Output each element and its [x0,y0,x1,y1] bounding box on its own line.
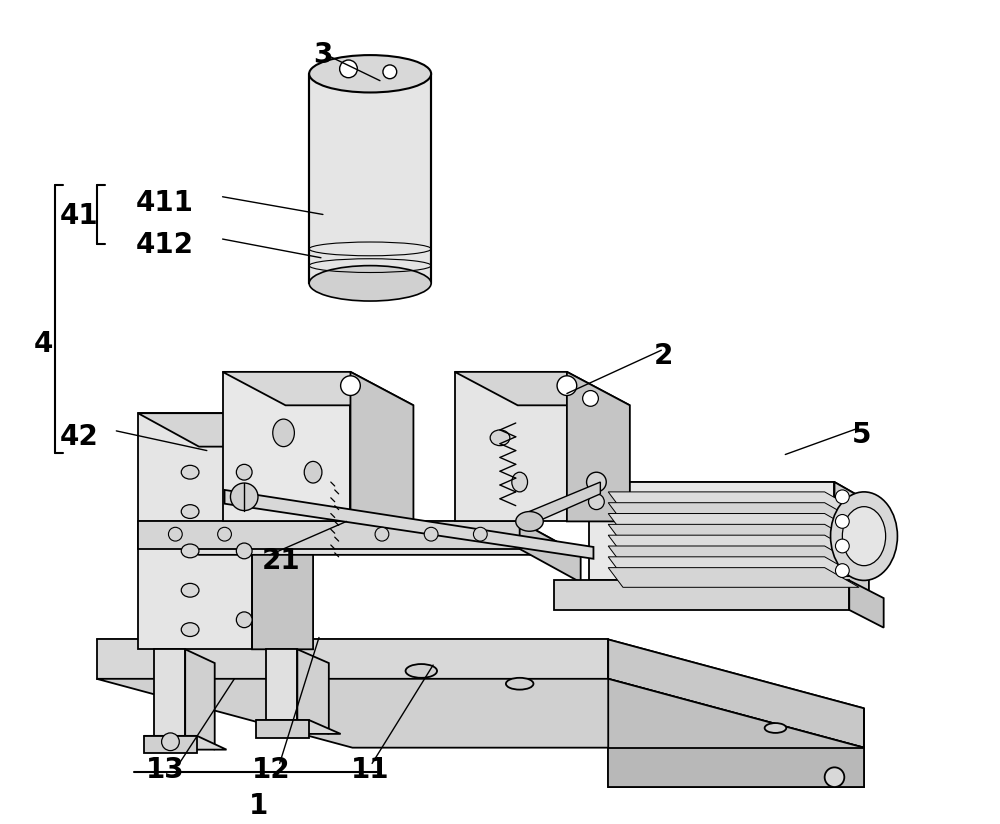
Polygon shape [608,747,864,787]
Text: 21: 21 [262,547,301,575]
Polygon shape [608,503,859,522]
Polygon shape [144,736,197,752]
Circle shape [375,527,389,541]
Polygon shape [608,557,859,577]
Polygon shape [455,372,630,405]
Text: 5: 5 [852,421,872,449]
Text: 2: 2 [653,342,673,370]
Circle shape [341,376,360,396]
Polygon shape [138,413,313,447]
Polygon shape [554,580,849,610]
Circle shape [589,494,604,509]
Polygon shape [455,372,567,522]
Ellipse shape [765,723,786,733]
Circle shape [835,564,849,578]
Text: 11: 11 [350,756,389,784]
Text: 1: 1 [249,792,268,820]
Ellipse shape [831,492,897,580]
Circle shape [557,376,577,396]
Text: 13: 13 [146,756,184,784]
Polygon shape [309,74,431,283]
Polygon shape [608,535,859,555]
Text: 41: 41 [59,202,98,230]
Polygon shape [608,568,859,588]
Polygon shape [608,513,859,533]
Polygon shape [608,679,864,787]
Ellipse shape [490,430,510,446]
Ellipse shape [181,623,199,636]
Circle shape [587,472,606,492]
Text: 4: 4 [34,330,53,358]
Text: 42: 42 [59,423,98,451]
Circle shape [340,60,357,77]
Polygon shape [223,372,350,522]
Ellipse shape [181,583,199,597]
Circle shape [473,527,487,541]
Polygon shape [256,720,309,737]
Polygon shape [297,649,329,734]
Polygon shape [608,639,864,747]
Circle shape [162,733,179,751]
Polygon shape [849,580,884,628]
Ellipse shape [506,678,533,690]
Polygon shape [97,639,864,709]
Text: 3: 3 [313,41,332,69]
Ellipse shape [309,55,431,92]
Circle shape [835,539,849,553]
Polygon shape [225,490,593,559]
Circle shape [835,514,849,528]
Circle shape [383,65,397,79]
Polygon shape [138,522,520,549]
Circle shape [583,391,598,406]
Polygon shape [608,546,859,565]
Polygon shape [589,482,834,580]
Polygon shape [144,736,227,750]
Polygon shape [252,413,313,649]
Polygon shape [185,649,215,750]
Polygon shape [567,372,630,522]
Circle shape [168,527,182,541]
Circle shape [835,490,849,503]
Polygon shape [97,679,864,747]
Polygon shape [608,524,859,544]
Polygon shape [520,482,600,529]
Ellipse shape [309,265,431,301]
Ellipse shape [516,512,543,531]
Polygon shape [608,492,859,512]
Text: 412: 412 [136,232,194,260]
Polygon shape [350,372,413,522]
Polygon shape [266,649,297,720]
Polygon shape [834,482,869,600]
Polygon shape [589,482,869,502]
Polygon shape [223,372,413,405]
Circle shape [218,527,231,541]
Circle shape [825,767,844,787]
Circle shape [236,465,252,480]
Ellipse shape [304,461,322,483]
Ellipse shape [273,419,294,447]
Circle shape [236,543,252,559]
Polygon shape [97,639,608,679]
Ellipse shape [181,466,199,479]
Polygon shape [154,649,185,736]
Ellipse shape [406,664,437,678]
Ellipse shape [512,472,528,492]
Circle shape [230,483,258,511]
Ellipse shape [842,507,886,565]
Ellipse shape [181,504,199,518]
Polygon shape [520,522,581,583]
Polygon shape [138,522,581,555]
Circle shape [236,612,252,628]
Text: 12: 12 [252,756,291,784]
Polygon shape [138,413,252,649]
Circle shape [424,527,438,541]
Ellipse shape [181,544,199,558]
Text: 411: 411 [136,189,194,217]
Polygon shape [256,720,341,734]
